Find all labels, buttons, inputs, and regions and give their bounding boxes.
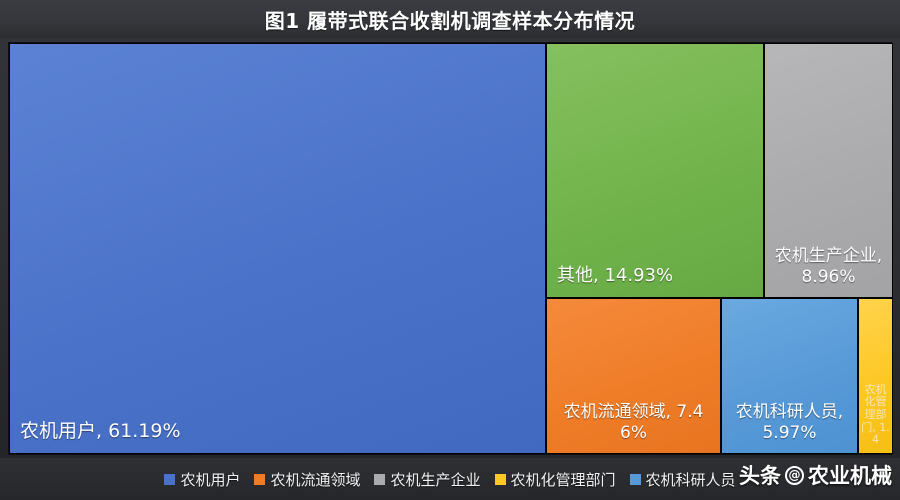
treemap-tile-shengchan-qiye[interactable]: 农机生产企业, 8.96% — [764, 43, 893, 298]
treemap-tile-label: 农机生产企业, 8.96% — [774, 246, 883, 287]
treemap-tile-nongji-yonghu[interactable]: 农机用户, 61.19% — [9, 43, 546, 454]
legend-item-nongji-yonghu[interactable]: 农机用户 — [164, 469, 240, 490]
treemap-tile-label: 农机流通领域, 7.46% — [563, 402, 704, 443]
treemap-tile-keyan-renyuan[interactable]: 农机科研人员, 5.97% — [721, 298, 858, 454]
legend-swatch-icon — [254, 473, 266, 485]
legend-swatch-icon — [164, 473, 176, 485]
legend-swatch-icon — [629, 473, 641, 485]
legend-swatch-icon — [374, 473, 386, 485]
legend-swatch-icon — [494, 473, 506, 485]
treemap-tile-guanli-bumen[interactable]: 农机化管理部门, 1.4 — [858, 298, 893, 454]
page-title: 图1 履带式联合收割机调查样本分布情况 — [264, 8, 636, 33]
legend-item-liutong-lingyu[interactable]: 农机流通领域 — [254, 469, 360, 490]
legend-item-keyan-renyuan[interactable]: 农机科研人员 — [629, 469, 736, 490]
legend-item-label: 农机化管理部门 — [510, 470, 616, 489]
treemap-tile-label: 农机用户, 61.19% — [20, 420, 181, 443]
legend-item-label: 农机生产企业 — [390, 470, 481, 489]
chart-title-bar: 图1 履带式联合收割机调查样本分布情况 — [0, 0, 900, 38]
legend-item-guanli-bumen[interactable]: 农机化管理部门 — [494, 469, 616, 490]
treemap-tile-label: 其他, 14.93% — [557, 265, 674, 287]
legend-item-label: 农机流通领域 — [270, 470, 361, 489]
treemap-tile-label: 农机化管理部门, 1.4 — [861, 382, 890, 447]
treemap-tile-label: 农机科研人员, 5.97% — [735, 402, 844, 443]
legend-item-label: 农机用户 — [180, 470, 241, 489]
treemap-tile-qita[interactable]: 其他, 14.93% — [546, 43, 764, 298]
legend-item-shengchan-qiye[interactable]: 农机生产企业 — [374, 469, 481, 490]
legend-item-label: 农机科研人员 — [645, 470, 736, 489]
treemap-tile-liutong-lingyu[interactable]: 农机流通领域, 7.46% — [546, 298, 721, 454]
treemap-plot-area: 农机用户, 61.19% 其他, 14.93% 农机生产企业, 8.96% 农机… — [8, 42, 893, 455]
chart-legend: 农机用户 农机流通领域 农机生产企业 农机化管理部门 农机科研人员 — [0, 458, 900, 500]
